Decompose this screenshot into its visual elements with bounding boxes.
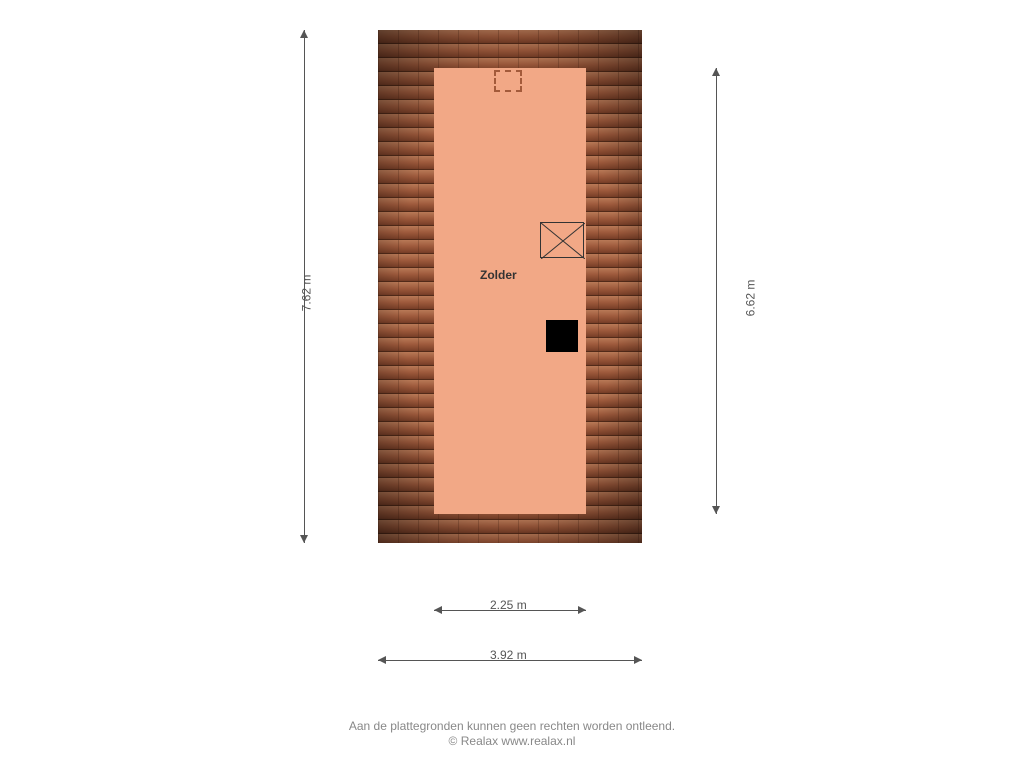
arrow-up-icon bbox=[712, 68, 720, 76]
arrow-left-icon bbox=[378, 656, 386, 664]
arrow-down-icon bbox=[300, 535, 308, 543]
footer: Aan de plattegronden kunnen geen rechten… bbox=[0, 719, 1024, 750]
floorplan-canvas: Zolder 7.62 m 6.62 m 2.25 m 3.92 m Aan d… bbox=[0, 0, 1024, 768]
dim-right-line bbox=[716, 68, 717, 514]
roof-window bbox=[540, 222, 584, 258]
footer-line2: © Realax www.realax.nl bbox=[0, 734, 1024, 750]
arrow-down-icon bbox=[712, 506, 720, 514]
room-zolder bbox=[434, 68, 586, 514]
arrow-left-icon bbox=[434, 606, 442, 614]
arrow-right-icon bbox=[634, 656, 642, 664]
dim-left-label: 7.62 m bbox=[299, 275, 313, 312]
roof-hatch bbox=[494, 70, 522, 92]
room-label: Zolder bbox=[480, 268, 517, 282]
chimney-marker bbox=[546, 320, 578, 352]
arrow-up-icon bbox=[300, 30, 308, 38]
dim-inner-h-label: 2.25 m bbox=[490, 598, 527, 612]
dim-right-label: 6.62 m bbox=[743, 280, 757, 317]
arrow-right-icon bbox=[578, 606, 586, 614]
dim-outer-h-label: 3.92 m bbox=[490, 648, 527, 662]
footer-line1: Aan de plattegronden kunnen geen rechten… bbox=[0, 719, 1024, 735]
